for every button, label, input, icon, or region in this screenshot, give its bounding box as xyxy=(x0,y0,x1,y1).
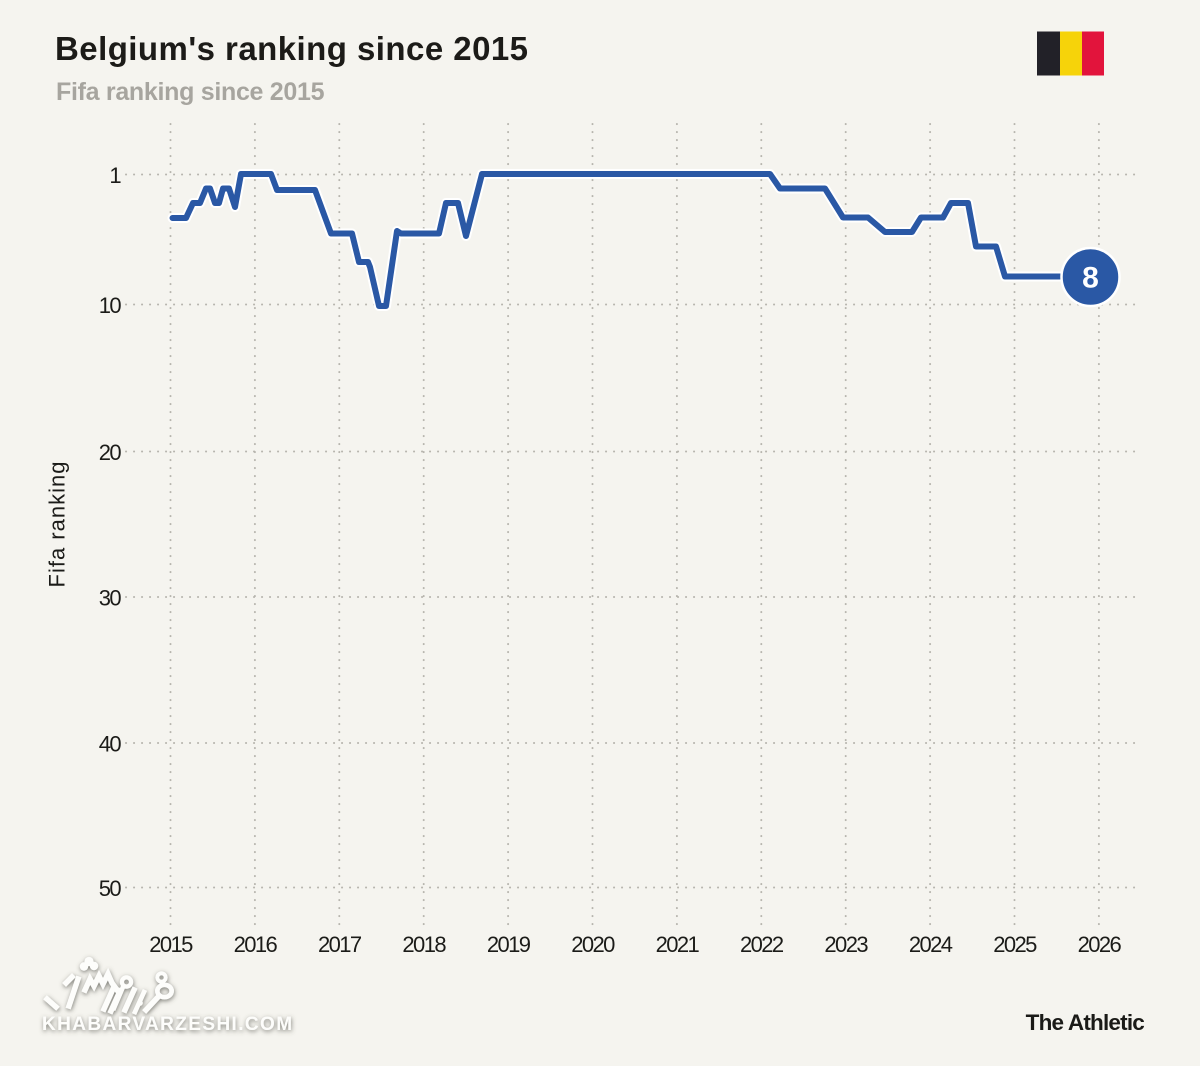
svg-text:2015: 2015 xyxy=(149,932,193,957)
svg-text:KHABARVARZESHI.COM: KHABARVARZESHI.COM xyxy=(42,1014,293,1035)
svg-text:8: 8 xyxy=(1082,262,1099,295)
svg-text:2026: 2026 xyxy=(1078,932,1122,957)
svg-text:Fifa ranking since 2015: Fifa ranking since 2015 xyxy=(56,78,325,106)
svg-text:2018: 2018 xyxy=(402,932,446,957)
svg-text:2024: 2024 xyxy=(909,932,953,957)
svg-text:20: 20 xyxy=(99,440,122,465)
svg-text:50: 50 xyxy=(99,876,122,901)
svg-text:2016: 2016 xyxy=(234,932,278,957)
svg-text:2025: 2025 xyxy=(993,932,1037,957)
svg-text:2021: 2021 xyxy=(656,932,700,957)
svg-text:Fifa ranking: Fifa ranking xyxy=(45,461,70,588)
svg-text:2019: 2019 xyxy=(487,932,531,957)
svg-text:Belgium's ranking since 2015: Belgium's ranking since 2015 xyxy=(55,30,528,67)
svg-text:1: 1 xyxy=(109,163,121,188)
svg-text:The Athletic: The Athletic xyxy=(1026,1010,1145,1035)
svg-text:30: 30 xyxy=(99,586,122,611)
svg-text:2022: 2022 xyxy=(740,932,784,957)
svg-text:40: 40 xyxy=(99,732,122,757)
svg-text:10: 10 xyxy=(99,293,122,318)
svg-text:2020: 2020 xyxy=(571,932,615,957)
svg-text:2023: 2023 xyxy=(824,932,868,957)
svg-text:2017: 2017 xyxy=(318,932,362,957)
